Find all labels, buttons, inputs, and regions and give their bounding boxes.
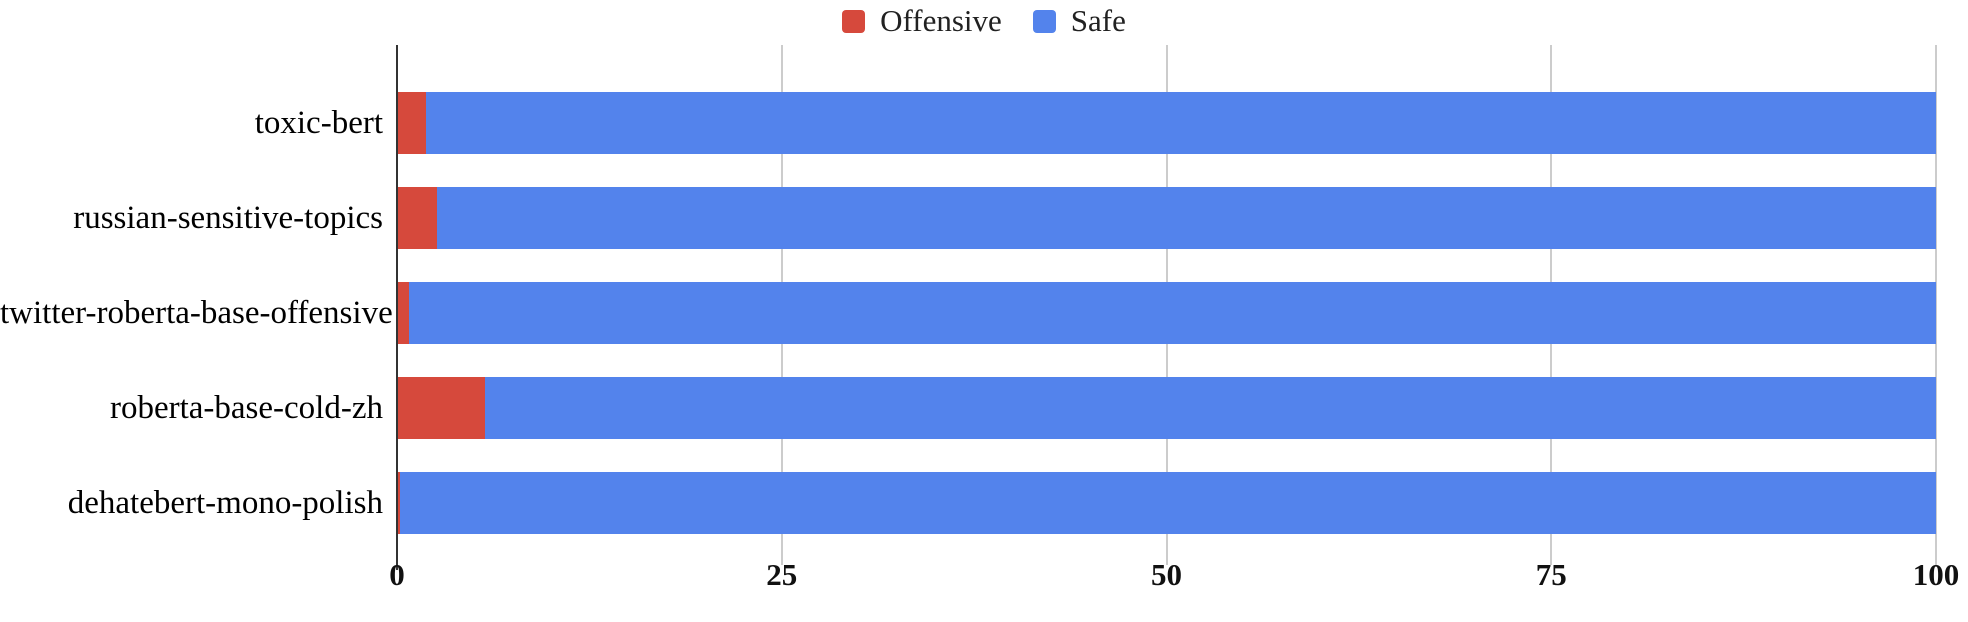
legend-label: Offensive bbox=[880, 3, 1002, 38]
category-label: russian-sensitive-topics bbox=[73, 199, 383, 236]
legend-swatch-icon bbox=[1032, 9, 1056, 33]
category-label: toxic-bert bbox=[254, 104, 383, 141]
x-tick-mark bbox=[1935, 547, 1937, 565]
bar-segment-safe bbox=[484, 376, 1936, 439]
x-tick-label: 0 bbox=[389, 557, 405, 592]
x-tick-label: 50 bbox=[1151, 557, 1182, 592]
bar-row bbox=[397, 376, 1936, 439]
legend-swatch-icon bbox=[842, 9, 866, 33]
bar-segment-offensive bbox=[397, 376, 485, 439]
bar-segment-offensive bbox=[397, 471, 401, 534]
bar-segment-safe bbox=[426, 91, 1936, 154]
category-label: twitter-roberta-base-offensive bbox=[0, 294, 393, 331]
category-label: roberta-base-cold-zh bbox=[109, 389, 383, 426]
gridline bbox=[1935, 45, 1937, 547]
bar-segment-offensive bbox=[397, 91, 427, 154]
y-axis-line bbox=[396, 45, 398, 570]
bar-row bbox=[397, 186, 1936, 249]
bar-segment-safe bbox=[400, 471, 1936, 534]
bar-segment-offensive bbox=[397, 281, 410, 344]
plot-area bbox=[397, 45, 1937, 547]
x-tick-mark bbox=[1550, 547, 1553, 565]
legend-item-safe: Safe bbox=[1032, 3, 1126, 38]
x-tick-label: 100 bbox=[1912, 557, 1960, 592]
bar-row bbox=[397, 281, 1936, 344]
legend-item-offensive: Offensive bbox=[842, 4, 1002, 38]
legend: Offensive Safe bbox=[0, 4, 1968, 38]
bar-row bbox=[397, 471, 1936, 534]
x-tick-label: 25 bbox=[766, 557, 798, 592]
legend-label: Safe bbox=[1070, 3, 1126, 38]
x-tick-mark bbox=[1165, 547, 1168, 565]
bar-row bbox=[397, 91, 1936, 154]
bar-segment-safe bbox=[437, 186, 1936, 249]
bar-segment-safe bbox=[409, 281, 1936, 344]
bar-segment-offensive bbox=[397, 186, 437, 249]
x-tick-label: 75 bbox=[1535, 557, 1567, 592]
category-label: dehatebert-mono-polish bbox=[67, 484, 383, 521]
x-tick-mark bbox=[780, 547, 783, 565]
